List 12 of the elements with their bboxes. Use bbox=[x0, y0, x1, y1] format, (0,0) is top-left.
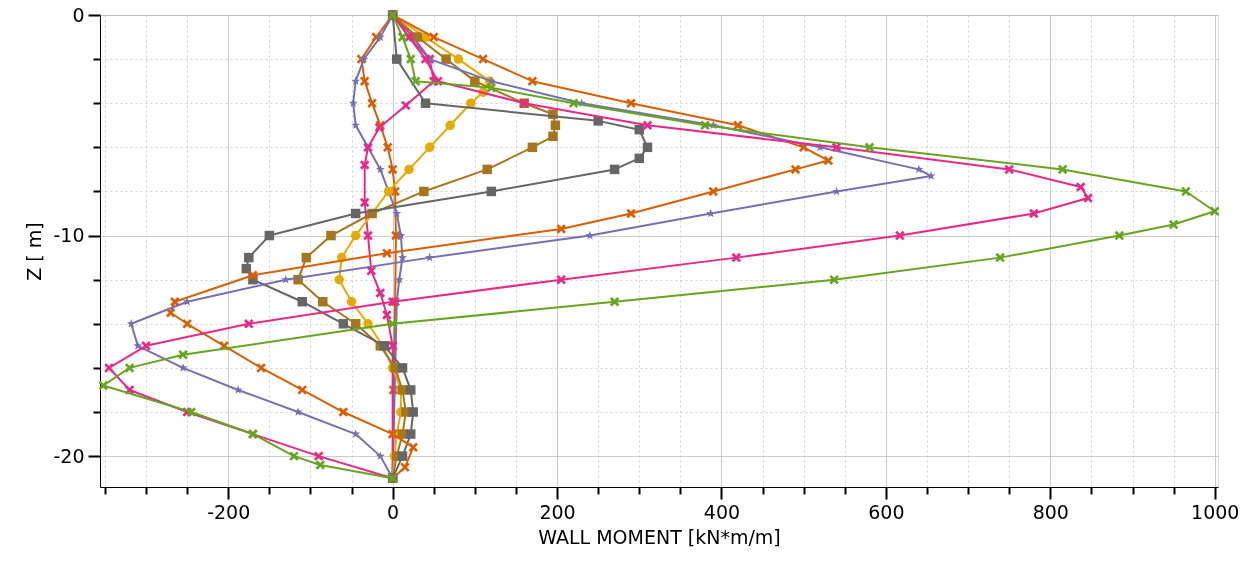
x-tick-label: -200 bbox=[207, 500, 251, 523]
x-tick-label: 0 bbox=[387, 500, 400, 523]
y-tick-label: -10 bbox=[53, 224, 85, 247]
y-tick-label: 0 bbox=[72, 3, 85, 26]
x-tick-label: 600 bbox=[868, 500, 905, 523]
x-tick-label: 1000 bbox=[1191, 500, 1240, 523]
x-tick-label: 200 bbox=[539, 500, 576, 523]
y-axis-title: Z [ m] bbox=[23, 222, 46, 281]
y-tick-label: -20 bbox=[53, 444, 85, 467]
x-tick-label: 400 bbox=[703, 500, 741, 523]
x-tick-label: 800 bbox=[1032, 500, 1069, 523]
x-axis-title: WALL MOMENT [kN*m/m] bbox=[538, 525, 781, 548]
